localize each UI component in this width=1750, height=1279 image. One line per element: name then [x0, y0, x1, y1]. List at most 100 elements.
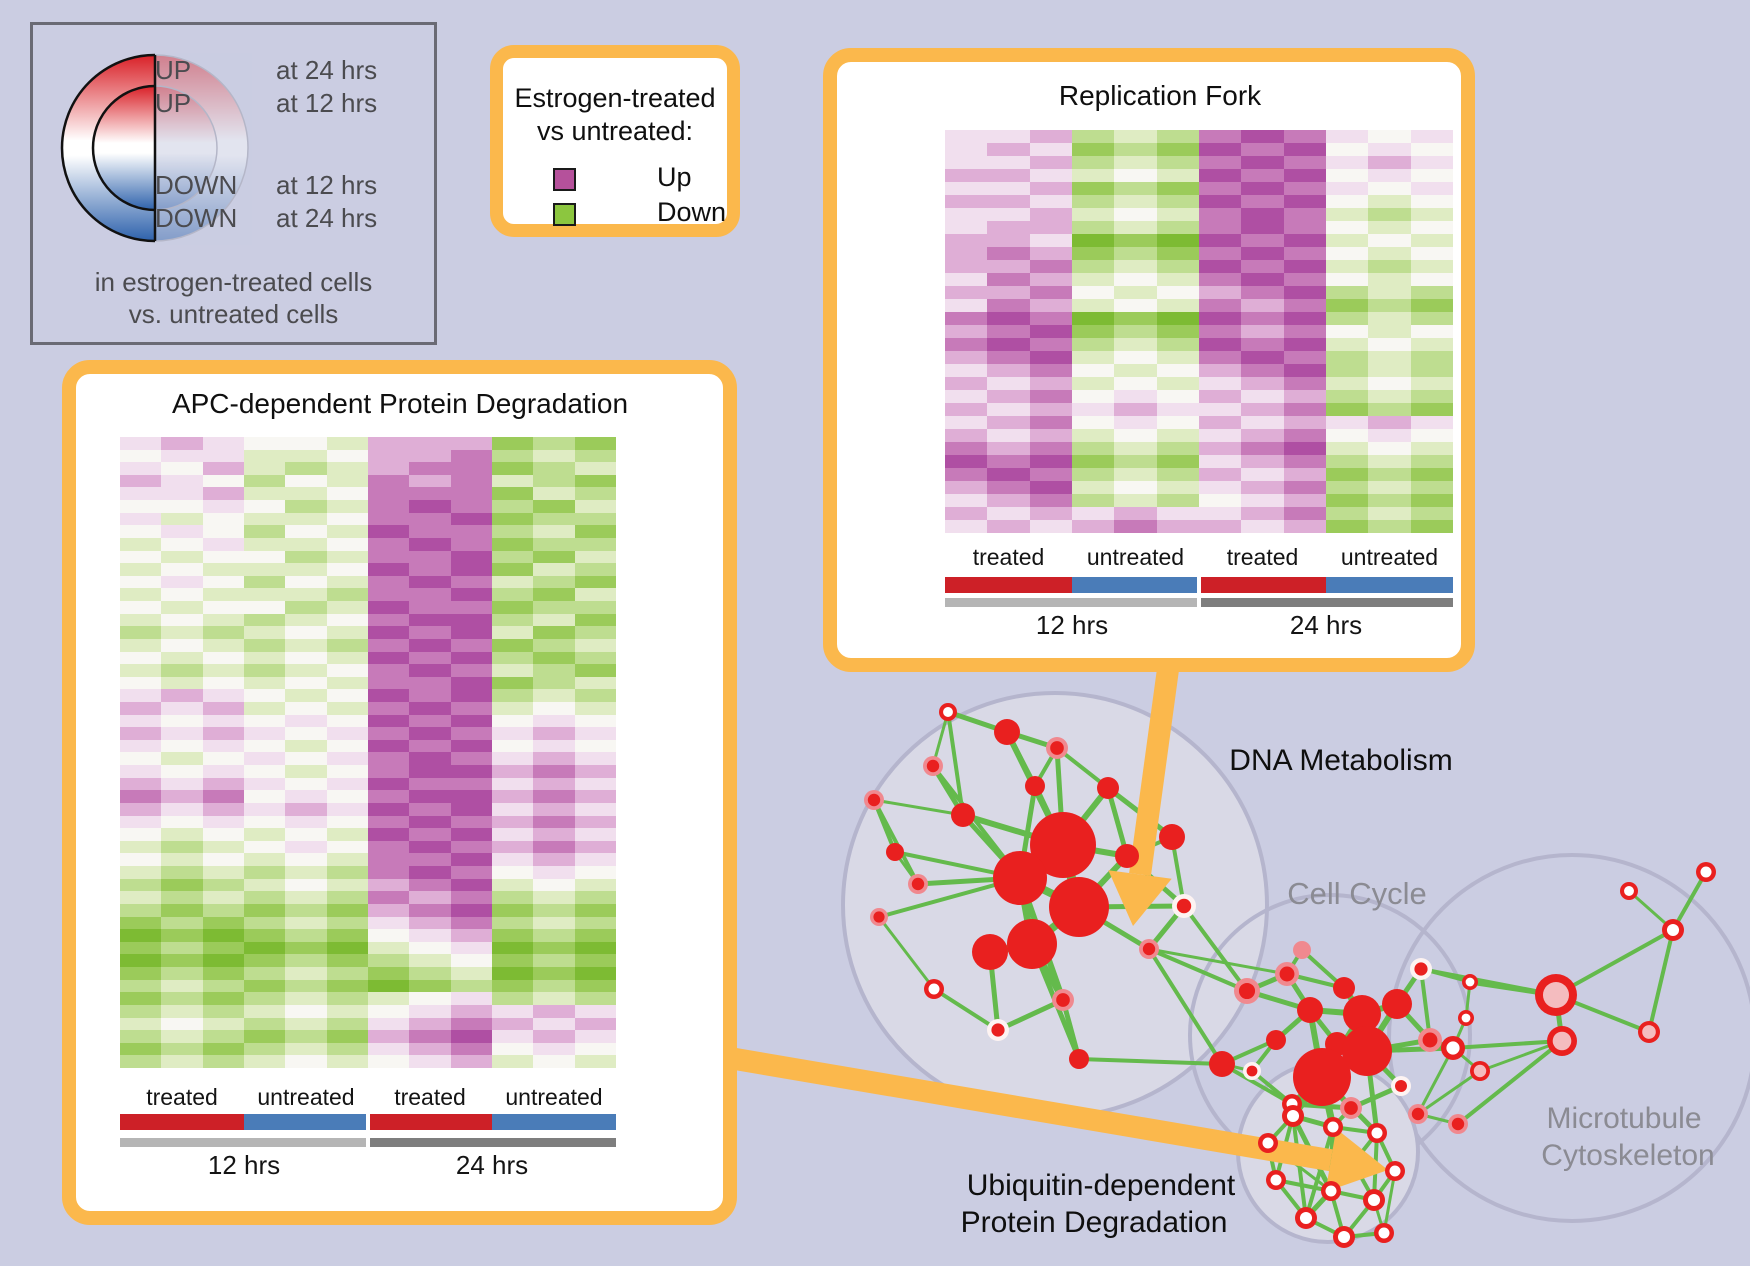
network-node[interactable] [994, 719, 1020, 745]
heatmap-cell [243, 676, 286, 690]
heatmap-cell [285, 588, 327, 602]
heatmap-cell [243, 588, 286, 602]
heatmap-cell [1368, 481, 1411, 494]
network-node[interactable] [1297, 997, 1323, 1023]
heatmap-cell [243, 1030, 286, 1043]
heatmap-cell [1029, 247, 1072, 260]
network-node-core [1325, 1185, 1337, 1197]
network-node[interactable] [1333, 977, 1355, 999]
heatmap-cell [1156, 273, 1199, 286]
network-node[interactable] [972, 934, 1008, 970]
network-node[interactable] [1343, 995, 1381, 1033]
heatmap-cell [491, 777, 534, 791]
heatmap-cell [1071, 390, 1115, 403]
heatmap-cell [987, 169, 1030, 182]
network-node[interactable] [1266, 1030, 1286, 1050]
network-node[interactable] [1049, 877, 1109, 937]
heatmap-cell [161, 437, 203, 450]
heatmap-cell [161, 979, 203, 993]
network-node-core [1461, 1013, 1471, 1023]
heatmap-cell [326, 462, 368, 475]
network-node[interactable] [993, 851, 1047, 905]
heatmap-cell [409, 676, 451, 690]
network-node[interactable] [1209, 1051, 1235, 1077]
heatmap-cell [120, 537, 162, 551]
heatmap-cell [574, 588, 616, 602]
heatmap-cell [120, 1004, 162, 1018]
heatmap-cell [202, 828, 244, 841]
network-node[interactable] [951, 803, 975, 827]
network-node[interactable] [1069, 1049, 1089, 1069]
heatmap-cell [574, 1042, 616, 1056]
heatmap-cell [1198, 156, 1242, 169]
heatmap-cell [945, 351, 988, 364]
treated-bar-segment [1201, 577, 1326, 593]
heatmap-cell [202, 601, 244, 614]
heatmap-cell [285, 449, 327, 463]
heatmap-cell [450, 563, 492, 576]
heatmap-cell [450, 626, 492, 639]
heatmap-cell [326, 689, 368, 703]
heatmap-cell [202, 462, 244, 475]
heatmap-cell [326, 979, 368, 993]
apc-time-labels: 12 hrs 24 hrs [120, 1150, 616, 1181]
network-node-core [1238, 982, 1256, 1000]
heatmap-cell [1156, 195, 1199, 208]
network-node[interactable] [1115, 844, 1139, 868]
heatmap-cell [574, 613, 616, 627]
heatmap-cell [1071, 468, 1115, 481]
condition-label: untreated [1340, 544, 1439, 570]
network-node[interactable] [1382, 989, 1412, 1019]
heatmap-cell [367, 1017, 410, 1031]
heatmap-cell [1241, 351, 1284, 364]
heatmap-cell [409, 967, 451, 980]
heatmap-cell [409, 752, 451, 766]
heatmap-cell [367, 1004, 410, 1018]
network-node[interactable] [886, 843, 904, 861]
network-node[interactable] [1030, 812, 1096, 878]
heatmap-cell [1410, 390, 1453, 403]
heatmap-cell [243, 929, 286, 942]
network-node[interactable] [1342, 1026, 1392, 1076]
network-node[interactable] [1025, 776, 1045, 796]
heatmap-cell [120, 840, 162, 854]
heatmap-cell [1198, 507, 1242, 520]
heatmap-cell [574, 563, 616, 576]
heatmap-cell [987, 416, 1030, 429]
network-node[interactable] [1293, 941, 1311, 959]
heatmap-cell [1410, 507, 1453, 520]
network-node[interactable] [1007, 919, 1057, 969]
heatmap-cell [161, 954, 203, 968]
heatmap-cell [1156, 182, 1199, 195]
network-node[interactable] [1097, 777, 1119, 799]
network-node-core [991, 1023, 1005, 1037]
heatmap-cell [120, 866, 162, 879]
heatmap-cell [945, 234, 988, 247]
heatmap-cell [1071, 273, 1115, 286]
heatmap-cell [243, 992, 286, 1005]
heatmap-cell [1156, 208, 1199, 221]
heatmap-cell [1029, 442, 1072, 455]
heatmap-cell [120, 1055, 162, 1068]
heatmap-cell [161, 828, 203, 841]
heatmap-cell [202, 563, 244, 576]
network-node[interactable] [1293, 1048, 1351, 1106]
heatmap-cell [1368, 494, 1411, 507]
heatmap-cell [491, 752, 534, 766]
heatmap-cell [285, 752, 327, 766]
heatmap-cell [367, 689, 410, 703]
heatmap-cell [1156, 312, 1199, 325]
heatmap-cell [945, 195, 988, 208]
heatmap-cell [367, 462, 410, 475]
heatmap-cell [945, 325, 988, 338]
heatmap-cell [202, 613, 244, 627]
heatmap-cell [367, 651, 410, 665]
heatmap-cell [1283, 416, 1326, 429]
heatmap-cell [285, 437, 327, 450]
heatmap-cell [367, 802, 410, 816]
heatmap-cell [1156, 260, 1199, 273]
heatmap-cell [533, 487, 575, 501]
network-node[interactable] [1159, 824, 1185, 850]
arrow-shaft-1 [698, 1042, 1333, 1172]
heatmap-cell [1283, 208, 1326, 221]
